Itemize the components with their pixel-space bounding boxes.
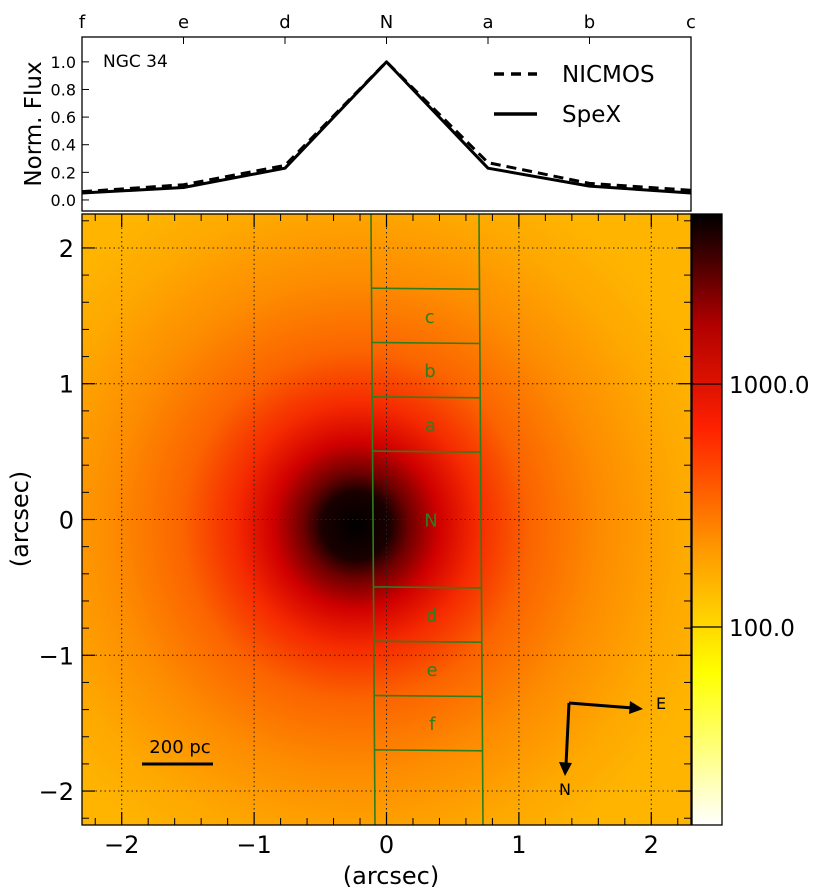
x-axis-label: (arcsec)	[343, 862, 439, 890]
legend-nicmos-label: NICMOS	[562, 62, 655, 88]
scale-bar: 200 pc	[142, 737, 213, 766]
slit-boundary	[371, 287, 480, 290]
flux-y-ticks: 0.0 0.2 0.4 0.6 0.8 1.0	[51, 53, 89, 210]
x-tick-label: 1	[511, 831, 526, 859]
colorbar-label-100: 100.0	[729, 616, 795, 642]
slit-left-edge	[370, 214, 376, 825]
top-axis-label-a: a	[482, 12, 493, 33]
slit-boundary	[374, 749, 483, 752]
x-tick-labels: −2 −1 0 1 2	[104, 831, 659, 859]
top-axis-label-b: b	[584, 12, 595, 33]
compass: E N	[559, 694, 666, 799]
top-axis-label-f: f	[79, 12, 86, 33]
slit-boundary	[374, 694, 483, 698]
compass-east-label: E	[656, 694, 666, 713]
flux-y-tick-label: 0.4	[51, 136, 76, 155]
flux-y-axis-label: Norm. Flux	[21, 61, 47, 186]
compass-north-arrow	[564, 702, 571, 766]
flux-map-grid	[82, 214, 691, 825]
slit-label-d: d	[426, 606, 437, 627]
flux-y-tick-label: 0.8	[51, 80, 76, 99]
legend: NICMOS SpeX	[494, 62, 655, 128]
top-axis-label-d: d	[279, 12, 290, 33]
colorbar: 1000.0 100.0	[691, 213, 809, 826]
y-tick-label: −2	[39, 778, 74, 806]
flux-map-ticks	[82, 214, 691, 825]
compass-east-arrow	[568, 701, 634, 710]
y-axis-label: (arcsec)	[6, 471, 34, 567]
flux-y-tick-label: 0.2	[51, 163, 76, 182]
top-axis-label-e: e	[178, 12, 189, 33]
x-tick-label: −2	[104, 831, 139, 859]
flux-y-tick-label: 0.0	[51, 191, 76, 210]
flux-y-tick-label: 1.0	[51, 53, 76, 72]
colorbar-gradient	[691, 213, 723, 826]
compass-east-arrowhead	[629, 701, 643, 714]
x-tick-label: 2	[644, 831, 659, 859]
x-tick-label: 0	[379, 831, 394, 859]
y-tick-label: 2	[59, 235, 74, 263]
compass-north-arrowhead	[559, 762, 572, 776]
slit-segments: c b a Nd e f	[371, 287, 483, 752]
scale-bar-label: 200 pc	[149, 737, 210, 758]
slit-boundary	[372, 450, 481, 453]
flux-map-panel: c b a Nd e f −2 −1 0 1 2 2 1 0 −1 −2 (arcsec) (arcsec…	[6, 213, 692, 890]
flux-lines	[82, 60, 691, 195]
x-tick-label: −1	[236, 831, 271, 859]
slit-boundary	[373, 586, 482, 589]
object-label: NGC 34	[103, 52, 168, 72]
slit-label-f: f	[429, 714, 436, 735]
slit-label-e: e	[426, 660, 437, 681]
compass-north-label: N	[559, 780, 571, 799]
y-tick-labels: 2 1 0 −1 −2	[39, 235, 74, 806]
flux-y-tick-label: 0.6	[51, 108, 76, 127]
top-axis-label-N: N	[380, 12, 393, 33]
slit-right-edge	[478, 214, 484, 825]
slit-overlay	[370, 214, 484, 825]
slit-label-a: a	[425, 415, 436, 436]
colorbar-label-1000: 1000.0	[729, 373, 809, 399]
flux-map-frame	[81, 213, 692, 826]
y-tick-label: 0	[59, 507, 74, 535]
legend-spex-label: SpeX	[562, 102, 621, 128]
y-tick-label: −1	[39, 642, 74, 670]
series-spex-line	[82, 60, 691, 195]
slit-label-b: b	[424, 361, 435, 382]
slit-label-c: c	[425, 307, 435, 328]
slit-boundary	[373, 640, 482, 643]
y-tick-label: 1	[59, 371, 74, 399]
slit-boundary	[372, 396, 481, 399]
slit-boundary	[371, 341, 480, 345]
series-nicmos-line	[82, 60, 691, 194]
top-axis-label-c: c	[686, 12, 696, 33]
slit-label-N: N	[424, 511, 437, 532]
